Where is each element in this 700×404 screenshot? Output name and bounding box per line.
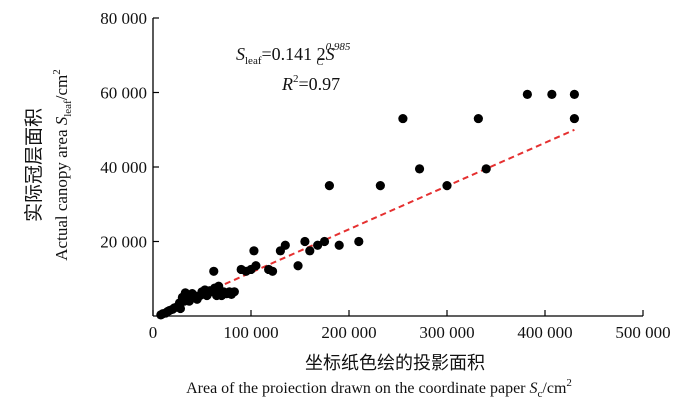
- y-tick-label: 60 000: [100, 84, 147, 103]
- data-point: [473, 113, 483, 124]
- equation-rhs-text: =0.141 2: [261, 44, 325, 64]
- x-tick-label: 300 000: [419, 323, 474, 342]
- x-label-en-symbol: S: [530, 380, 538, 397]
- equation-rhs-sub: C: [316, 56, 324, 68]
- data-point: [569, 89, 580, 99]
- r2-symbol: R: [281, 74, 293, 94]
- fit-trend-line: [160, 128, 575, 314]
- x-tick-label: 500 000: [615, 323, 670, 342]
- equation-text: Sleaf=0.141 2S0.985 C: [236, 41, 351, 68]
- y-axis-label-en: Actual canopy area Sleaf/cm2: [51, 69, 74, 260]
- y-label-en-unit: /cm: [52, 75, 71, 101]
- x-label-en-sub: c: [538, 388, 543, 400]
- data-point: [313, 240, 323, 250]
- x-axis-label-cn: 坐标纸色绘的投影面积: [305, 353, 485, 374]
- y-tick-label: 80 000: [100, 9, 147, 28]
- r-squared-text: R2=0.97: [281, 73, 340, 94]
- data-point: [280, 240, 290, 250]
- x-label-en-unit-sup: 2: [566, 377, 572, 389]
- equation-rhs-symbol: S: [326, 44, 335, 64]
- data-point: [481, 164, 491, 174]
- data-point: [522, 89, 532, 99]
- y-label-en-sub: leaf: [62, 100, 74, 117]
- data-point: [414, 164, 425, 174]
- equation-rhs-sup: 0.985: [326, 41, 351, 53]
- data-point: [267, 266, 278, 276]
- y-label-en-symbol: S: [52, 116, 71, 125]
- data-point: [300, 236, 310, 247]
- data-point: [251, 261, 261, 271]
- data-point: [249, 246, 259, 256]
- data-point: [175, 303, 186, 314]
- x-tick-label: 400 000: [517, 323, 572, 342]
- data-point: [547, 89, 557, 99]
- data-point: [209, 266, 219, 276]
- x-label-en-unit: /cm: [542, 380, 567, 397]
- x-tick-label: 200 000: [321, 323, 376, 342]
- x-axis-label-en: Area of the proiection drawn on the coor…: [186, 377, 572, 400]
- x-tick-label: 100 000: [223, 323, 278, 342]
- x-tick-label: 0: [149, 323, 158, 342]
- data-point: [569, 113, 580, 124]
- data-point: [319, 236, 330, 247]
- data-point: [293, 261, 303, 271]
- y-label-en-unit-sup: 2: [51, 69, 63, 75]
- data-point: [334, 240, 344, 250]
- data-point: [354, 236, 364, 247]
- r2-value: =0.97: [299, 74, 341, 94]
- data-point: [442, 181, 452, 191]
- y-axis-label-cn: 实际冠层面积: [23, 108, 45, 222]
- y-tick-label: 20 000: [100, 233, 147, 252]
- r2-sup: 2: [293, 73, 299, 85]
- data-point: [324, 181, 334, 191]
- equation-lhs-symbol: S: [236, 44, 245, 64]
- equation-lhs-sub: leaf: [245, 55, 262, 67]
- y-tick-group: 20 000 40 000 60 000 80 000: [100, 9, 159, 252]
- x-tick-group: 0 100 000 200 000 300 000 400 000 500 000: [149, 310, 671, 342]
- data-points-group: [156, 89, 580, 320]
- y-tick-label: 40 000: [100, 158, 147, 177]
- data-point: [229, 287, 239, 297]
- y-label-en-main: Actual canopy area: [52, 125, 71, 260]
- x-label-en-main: Area of the proiection drawn on the coor…: [186, 380, 529, 397]
- data-point: [305, 246, 315, 256]
- data-point: [398, 113, 408, 124]
- axes-layer: [152, 18, 643, 317]
- data-point: [375, 181, 385, 191]
